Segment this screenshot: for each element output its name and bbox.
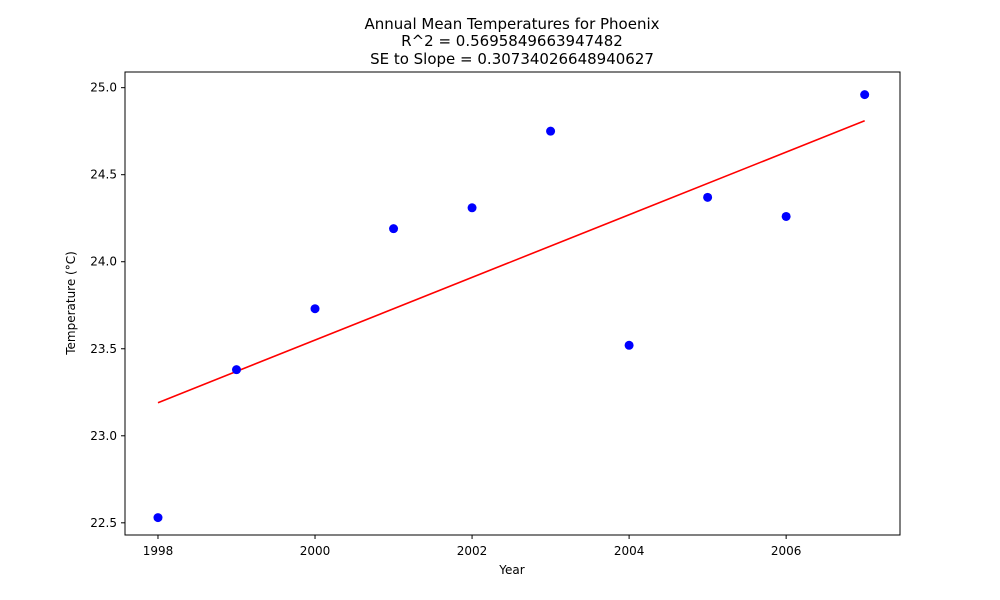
plot-area <box>153 90 870 523</box>
chart-title-line-1: Annual Mean Temperatures for Phoenix <box>364 15 659 33</box>
x-tick-label: 2000 <box>300 544 331 558</box>
x-tick-label: 2002 <box>457 544 488 558</box>
trend-line <box>157 119 865 404</box>
plot-frame <box>124 71 901 536</box>
data-point-2004 <box>624 340 634 350</box>
y-axis: 22.5 23.0 23.5 24.0 24.5 25.0 <box>90 81 125 530</box>
data-point-2007 <box>860 90 870 100</box>
x-tick-label: 2004 <box>614 544 645 558</box>
data-point-1999 <box>231 365 241 375</box>
y-tick-label: 25.0 <box>90 81 117 95</box>
x-axis: 1998 2000 2002 2004 2006 <box>143 535 802 558</box>
y-tick-label: 23.0 <box>90 429 117 443</box>
x-axis-label: Year <box>498 563 524 577</box>
chart-title-line-2: R^2 = 0.5695849663947482 <box>401 32 623 50</box>
data-point-2002 <box>467 203 477 213</box>
y-tick-label: 22.5 <box>90 516 117 530</box>
y-tick-label: 23.5 <box>90 342 117 356</box>
data-point-1998 <box>153 513 163 523</box>
y-axis-label: Temperature (°C) <box>64 251 78 356</box>
x-tick-label: 2006 <box>771 544 802 558</box>
x-tick-label: 1998 <box>143 544 174 558</box>
data-point-2005 <box>703 192 713 202</box>
data-point-2000 <box>310 304 320 314</box>
y-tick-label: 24.0 <box>90 255 117 269</box>
data-point-2003 <box>546 126 556 136</box>
data-point-2001 <box>389 224 399 234</box>
y-tick-label: 24.5 <box>90 168 117 182</box>
data-point-2006 <box>781 211 791 221</box>
chart-title-line-3: SE to Slope = 0.30734026648940627 <box>370 50 654 68</box>
